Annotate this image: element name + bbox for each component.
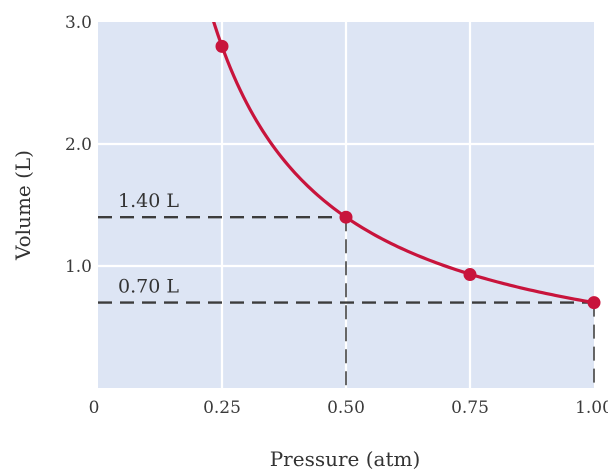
y-axis-title: Volume (L) [11, 150, 35, 261]
data-point [587, 296, 601, 310]
data-point [215, 39, 229, 53]
y-tick-label: 3.0 [65, 13, 92, 33]
guide-lines [98, 215, 595, 388]
y-tick-label: 1.0 [65, 257, 92, 277]
x-tick-label: 1.00 [575, 398, 608, 418]
annotation-label: 1.40 L [118, 190, 179, 212]
data-point [463, 268, 477, 282]
x-axis-title: Pressure (atm) [270, 447, 421, 471]
annotations: 1.40 L 0.70 L [118, 190, 179, 297]
volume-pressure-curve [212, 22, 594, 305]
annotation-label: 0.70 L [118, 276, 179, 298]
x-tick-label: 0.25 [203, 398, 241, 418]
x-tick-label: 0.75 [451, 398, 489, 418]
y-tick-label: 2.0 [65, 135, 92, 155]
data-points [215, 39, 601, 310]
y-axis-ticks: 1.0 2.0 3.0 [65, 13, 92, 277]
data-point [339, 210, 353, 224]
x-tick-label: 0 [89, 398, 100, 418]
x-tick-label: 0.50 [327, 398, 365, 418]
x-axis-ticks: 0 0.25 0.50 0.75 1.00 [89, 398, 608, 418]
